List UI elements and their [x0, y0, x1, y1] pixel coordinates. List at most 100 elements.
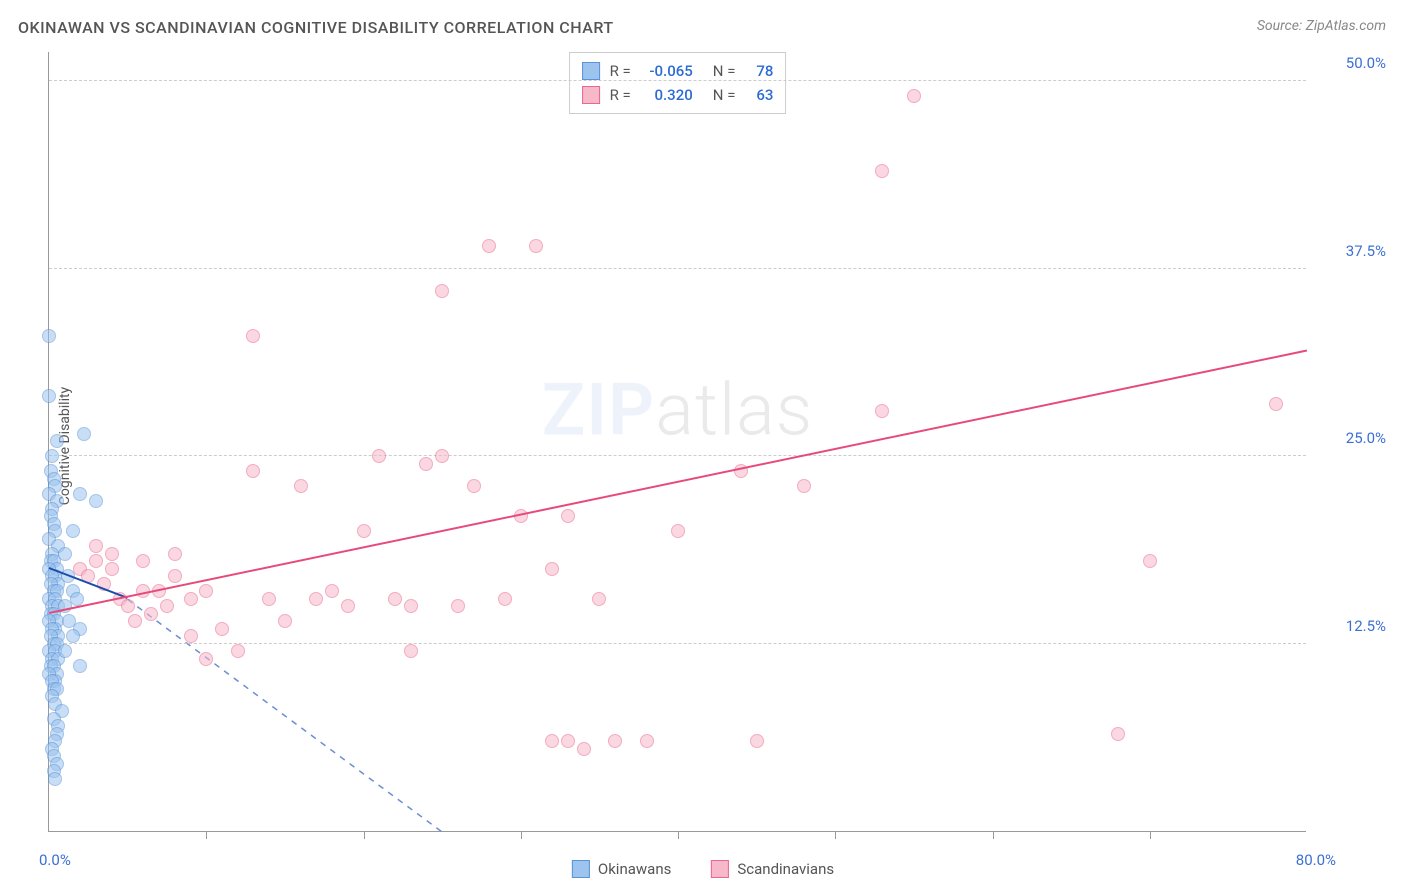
series-legend: Okinawans Scandinavians	[572, 860, 834, 878]
trendline-extrap-okinawans	[128, 600, 443, 833]
data-point-scandinavians	[907, 89, 921, 103]
data-point-scandinavians	[144, 607, 158, 621]
data-point-scandinavians	[671, 524, 685, 538]
data-point-scandinavians	[246, 464, 260, 478]
data-point-scandinavians	[545, 734, 559, 748]
x-tick	[678, 831, 679, 839]
data-point-scandinavians	[498, 592, 512, 606]
data-point-okinawans	[73, 659, 87, 673]
data-point-scandinavians	[262, 592, 276, 606]
legend-item-scandinavians: Scandinavians	[711, 860, 834, 878]
data-point-scandinavians	[404, 644, 418, 658]
data-point-scandinavians	[640, 734, 654, 748]
data-point-scandinavians	[1143, 554, 1157, 568]
x-tick	[1150, 831, 1151, 839]
chart-title: OKINAWAN VS SCANDINAVIAN COGNITIVE DISAB…	[18, 18, 614, 37]
data-point-scandinavians	[797, 479, 811, 493]
x-tick	[364, 831, 365, 839]
data-point-scandinavians	[160, 599, 174, 613]
data-point-scandinavians	[608, 734, 622, 748]
data-point-okinawans	[42, 329, 56, 343]
data-point-scandinavians	[529, 239, 543, 253]
watermark: ZIPatlas	[542, 368, 814, 453]
data-point-scandinavians	[105, 562, 119, 576]
data-point-okinawans	[89, 494, 103, 508]
data-point-okinawans	[58, 547, 72, 561]
data-point-scandinavians	[357, 524, 371, 538]
data-point-okinawans	[48, 772, 62, 786]
y-tick-label: 50.0%	[1316, 54, 1386, 72]
data-point-okinawans	[50, 434, 64, 448]
data-point-scandinavians	[404, 599, 418, 613]
data-point-okinawans	[66, 524, 80, 538]
data-point-scandinavians	[309, 592, 323, 606]
x-tick	[835, 831, 836, 839]
data-point-scandinavians	[545, 562, 559, 576]
swatch-icon	[582, 62, 600, 80]
data-point-scandinavians	[875, 404, 889, 418]
data-point-scandinavians	[750, 734, 764, 748]
data-point-okinawans	[77, 427, 91, 441]
swatch-icon	[711, 860, 729, 878]
stat-row-scandinavians: R =0.320N =63	[582, 83, 774, 107]
y-tick-label: 12.5%	[1316, 617, 1386, 635]
data-point-scandinavians	[388, 592, 402, 606]
correlation-stats-box: R =-0.065N =78R =0.320N =63	[569, 52, 787, 114]
x-min-label: 0.0%	[39, 851, 71, 869]
data-point-scandinavians	[419, 457, 433, 471]
data-point-scandinavians	[294, 479, 308, 493]
trendline-scandinavians	[49, 349, 1307, 613]
data-point-scandinavians	[592, 592, 606, 606]
y-tick-label: 37.5%	[1316, 242, 1386, 260]
data-point-scandinavians	[168, 547, 182, 561]
data-point-scandinavians	[1269, 397, 1283, 411]
swatch-icon	[572, 860, 590, 878]
data-point-scandinavians	[1111, 727, 1125, 741]
data-point-scandinavians	[136, 554, 150, 568]
data-point-scandinavians	[89, 554, 103, 568]
data-point-scandinavians	[435, 284, 449, 298]
data-point-scandinavians	[325, 584, 339, 598]
data-point-scandinavians	[199, 584, 213, 598]
data-point-okinawans	[58, 644, 72, 658]
data-point-scandinavians	[246, 329, 260, 343]
data-point-scandinavians	[278, 614, 292, 628]
data-point-scandinavians	[561, 734, 575, 748]
data-point-okinawans	[42, 389, 56, 403]
x-tick	[206, 831, 207, 839]
data-point-scandinavians	[168, 569, 182, 583]
swatch-icon	[582, 86, 600, 104]
data-point-scandinavians	[231, 644, 245, 658]
gridline	[49, 455, 1306, 456]
gridline	[49, 80, 1306, 81]
x-tick	[993, 831, 994, 839]
data-point-scandinavians	[105, 547, 119, 561]
data-point-scandinavians	[184, 592, 198, 606]
data-point-scandinavians	[435, 449, 449, 463]
source-attribution: Source: ZipAtlas.com	[1257, 18, 1386, 34]
data-point-okinawans	[45, 449, 59, 463]
data-point-scandinavians	[577, 742, 591, 756]
data-point-scandinavians	[451, 599, 465, 613]
x-max-label: 80.0%	[1296, 851, 1336, 869]
data-point-okinawans	[66, 629, 80, 643]
data-point-scandinavians	[199, 652, 213, 666]
y-tick-label: 25.0%	[1316, 429, 1386, 447]
data-point-scandinavians	[467, 479, 481, 493]
data-point-scandinavians	[215, 622, 229, 636]
data-point-scandinavians	[482, 239, 496, 253]
data-point-scandinavians	[341, 599, 355, 613]
data-point-okinawans	[73, 487, 87, 501]
data-point-scandinavians	[372, 449, 386, 463]
gridline	[49, 268, 1306, 269]
data-point-scandinavians	[89, 539, 103, 553]
data-point-okinawans	[70, 592, 84, 606]
x-tick	[521, 831, 522, 839]
data-point-scandinavians	[184, 629, 198, 643]
data-point-scandinavians	[121, 599, 135, 613]
data-point-scandinavians	[561, 509, 575, 523]
data-point-scandinavians	[128, 614, 142, 628]
data-point-scandinavians	[875, 164, 889, 178]
legend-item-okinawans: Okinawans	[572, 860, 671, 878]
scatter-plot-area: ZIPatlas R =-0.065N =78R =0.320N =63 12.…	[48, 52, 1306, 832]
